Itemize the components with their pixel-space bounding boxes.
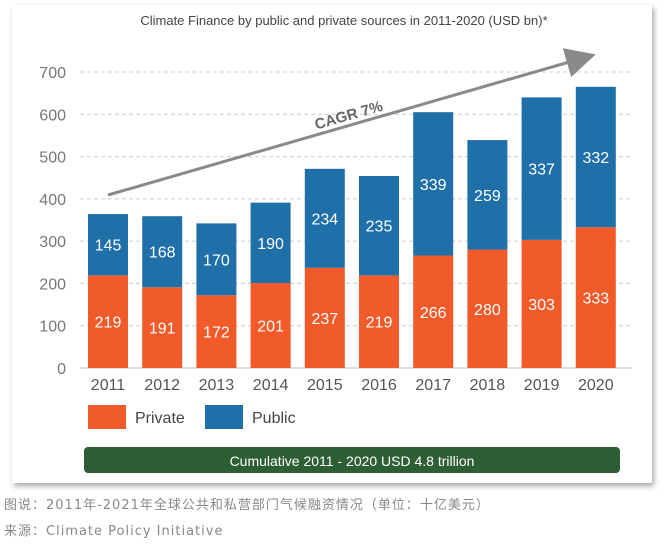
cagr-arrow bbox=[107, 48, 596, 197]
x-tick-label: 2013 bbox=[199, 377, 235, 394]
bar-private bbox=[359, 275, 399, 368]
x-tick-label: 2012 bbox=[144, 377, 180, 394]
legend-label-public: Public bbox=[252, 410, 296, 427]
data-label: 259 bbox=[474, 188, 501, 205]
data-label: 219 bbox=[366, 315, 393, 332]
data-label: 337 bbox=[528, 162, 555, 179]
bar-private bbox=[413, 255, 454, 368]
x-tick-label: 2014 bbox=[253, 377, 289, 394]
y-tick-label: 100 bbox=[39, 319, 66, 336]
bar-public bbox=[304, 168, 345, 268]
bar-private bbox=[304, 267, 345, 368]
bar-public bbox=[467, 140, 508, 250]
y-tick-label: 0 bbox=[57, 361, 66, 378]
bar-public bbox=[413, 112, 454, 256]
x-tick-label: 2018 bbox=[470, 377, 506, 394]
data-label: 191 bbox=[149, 321, 176, 338]
bar-public bbox=[88, 214, 128, 276]
chart-title: Climate Finance by public and private so… bbox=[140, 13, 547, 28]
data-label: 172 bbox=[203, 325, 230, 342]
bar-private bbox=[467, 249, 508, 368]
data-label: 170 bbox=[203, 252, 230, 269]
cumulative-banner-text: Cumulative 2011 - 2020 USD 4.8 trillion bbox=[230, 453, 475, 469]
data-label: 333 bbox=[582, 291, 609, 308]
x-tick-label: 2015 bbox=[307, 377, 343, 394]
data-label: 234 bbox=[311, 211, 338, 228]
x-tick-label: 2016 bbox=[361, 377, 397, 394]
data-label: 266 bbox=[420, 305, 447, 322]
y-tick-label: 300 bbox=[39, 234, 66, 251]
y-tick-label: 700 bbox=[39, 65, 66, 82]
bar-public bbox=[142, 216, 183, 288]
source: 来源：Climate Policy Initiative bbox=[4, 524, 224, 539]
x-tick-label: 2020 bbox=[578, 377, 614, 394]
bar-public bbox=[521, 97, 562, 240]
bar-public bbox=[359, 176, 399, 276]
bar-public bbox=[196, 223, 237, 296]
bar-public bbox=[575, 86, 616, 228]
y-tick-label: 600 bbox=[39, 107, 66, 124]
legend-swatch-public bbox=[205, 405, 243, 429]
legend-label-private: Private bbox=[135, 410, 185, 427]
data-label: 237 bbox=[311, 311, 338, 328]
data-label: 219 bbox=[95, 315, 122, 332]
bar-private bbox=[142, 287, 183, 368]
data-label: 332 bbox=[582, 150, 609, 167]
data-label: 145 bbox=[95, 238, 122, 255]
legend-swatch-private bbox=[88, 405, 126, 429]
bar-private bbox=[575, 227, 616, 368]
data-label: 235 bbox=[366, 219, 393, 236]
x-tick-label: 2017 bbox=[415, 377, 451, 394]
bar-private bbox=[250, 283, 291, 368]
data-label: 303 bbox=[528, 297, 555, 314]
cumulative-banner bbox=[84, 447, 620, 473]
data-label: 339 bbox=[420, 177, 447, 194]
y-tick-label: 200 bbox=[39, 276, 66, 293]
y-tick-label: 400 bbox=[39, 192, 66, 209]
data-label: 190 bbox=[257, 236, 284, 253]
caption: 图说：2011年-2021年全球公共和私营部门气候融资情况（单位：十亿美元） bbox=[4, 498, 490, 513]
x-tick-label: 2019 bbox=[524, 377, 560, 394]
bar-private bbox=[196, 295, 237, 368]
y-tick-label: 500 bbox=[39, 150, 66, 167]
bar-private bbox=[88, 275, 128, 368]
bar-public bbox=[250, 202, 291, 284]
x-tick-label: 2011 bbox=[91, 377, 126, 394]
bar-private bbox=[521, 239, 562, 368]
data-label: 280 bbox=[474, 302, 501, 319]
data-label: 168 bbox=[149, 245, 176, 262]
data-label: 201 bbox=[257, 319, 284, 336]
